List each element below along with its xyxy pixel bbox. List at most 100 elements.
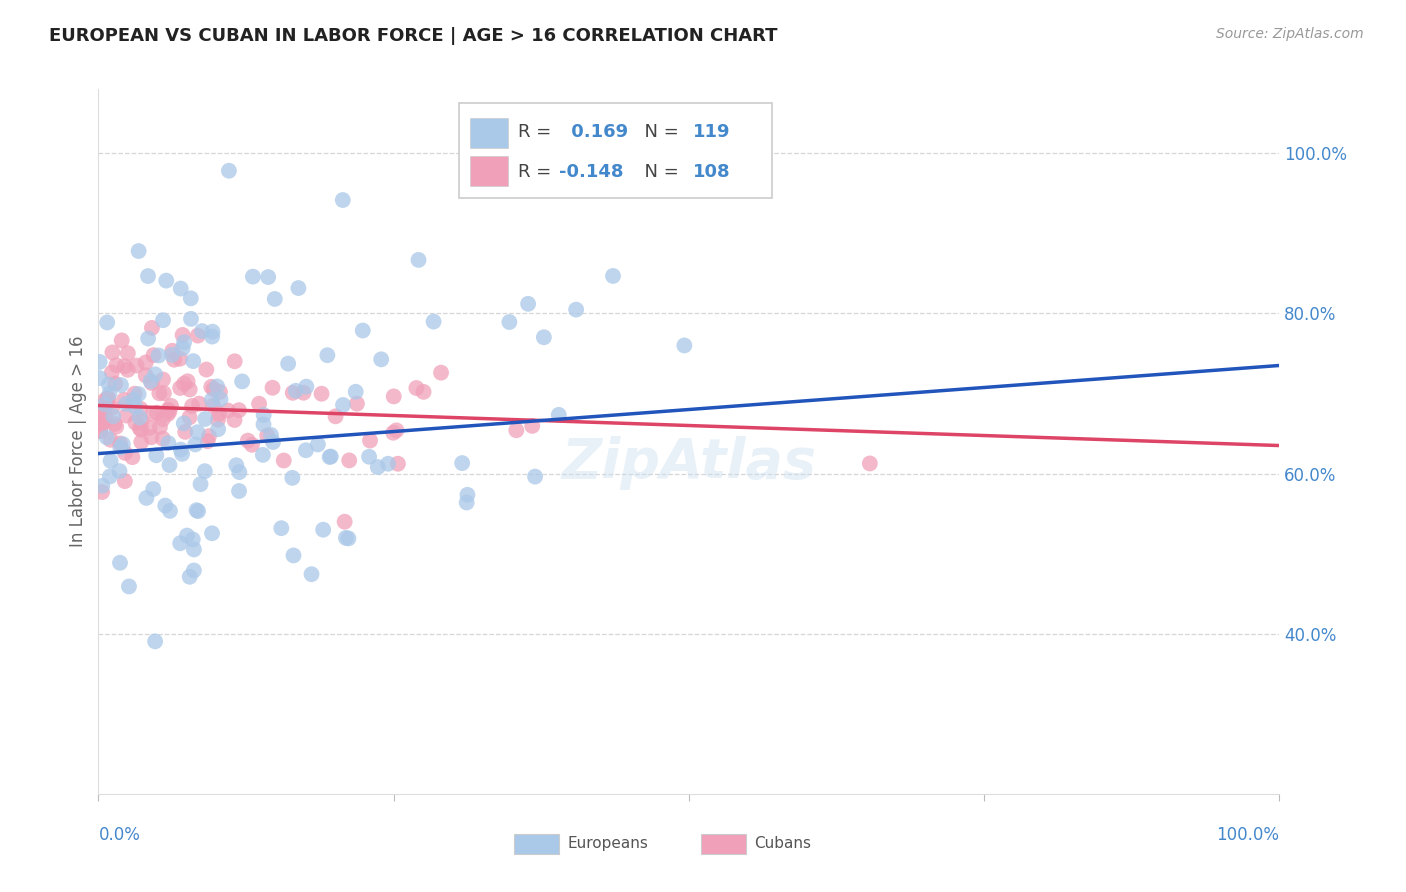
Point (128, 410, 150, 425)
Point (218, 163, 240, 178)
Point (209, 392, 232, 406)
Point (283, 549, 305, 563)
Point (141, 321, 163, 335)
Text: R =: R = (517, 162, 557, 181)
Point (108, 556, 131, 570)
Point (183, 564, 205, 578)
Point (172, 341, 194, 355)
Point (198, 429, 221, 443)
Point (90, 417, 112, 432)
Point (270, 521, 292, 535)
Point (157, 402, 180, 417)
Point (93, 414, 115, 428)
Point (108, 436, 131, 450)
Point (228, 465, 250, 479)
Point (155, 499, 177, 513)
Point (202, 382, 225, 396)
Point (208, 384, 231, 399)
Point (430, 366, 453, 380)
Point (224, 354, 246, 368)
Point (451, 456, 474, 470)
Point (125, 359, 148, 373)
Point (205, 379, 228, 393)
Point (148, 349, 170, 363)
Point (240, 438, 263, 452)
Point (262, 381, 284, 395)
Point (159, 404, 181, 418)
Point (104, 376, 127, 391)
Point (91, 398, 114, 412)
Point (110, 441, 132, 455)
Point (152, 432, 174, 446)
Point (142, 407, 165, 421)
Point (115, 397, 138, 411)
Point (202, 399, 225, 413)
Point (121, 450, 143, 465)
Point (224, 413, 246, 427)
Point (247, 397, 270, 411)
Point (172, 328, 194, 343)
Point (152, 313, 174, 327)
Point (153, 386, 176, 401)
Point (173, 335, 195, 350)
Y-axis label: In Labor Force | Age > 16: In Labor Force | Age > 16 (69, 335, 87, 548)
Point (122, 392, 145, 407)
Point (547, 408, 569, 422)
Point (105, 358, 128, 372)
Point (190, 477, 212, 491)
Point (242, 269, 264, 284)
Point (89, 424, 111, 438)
Point (859, 457, 882, 471)
Point (138, 421, 160, 435)
Point (208, 407, 231, 421)
Point (184, 437, 207, 451)
Point (456, 488, 478, 502)
Point (318, 450, 340, 464)
Text: N =: N = (634, 162, 685, 181)
Point (142, 482, 165, 496)
Point (201, 329, 224, 343)
Point (141, 430, 163, 444)
Point (217, 403, 239, 417)
Point (273, 453, 295, 467)
Point (337, 453, 360, 467)
Text: R =: R = (517, 123, 557, 141)
Point (159, 504, 181, 518)
Point (316, 348, 339, 362)
Point (522, 418, 544, 433)
Point (201, 392, 224, 407)
Point (385, 423, 408, 437)
Point (136, 268, 159, 283)
Point (524, 469, 547, 483)
Point (197, 434, 219, 449)
Point (135, 355, 157, 369)
Point (207, 412, 229, 426)
Point (101, 345, 124, 359)
Point (160, 399, 183, 413)
Point (225, 458, 247, 473)
Text: Europeans: Europeans (567, 837, 648, 851)
Text: 108: 108 (693, 162, 730, 181)
Point (370, 352, 392, 367)
Point (307, 437, 329, 451)
Point (262, 435, 284, 450)
Point (422, 315, 444, 329)
Point (169, 351, 191, 366)
Point (257, 270, 280, 285)
Point (201, 325, 224, 339)
Point (143, 634, 166, 648)
Text: N =: N = (634, 123, 685, 141)
Point (602, 268, 624, 283)
Point (110, 378, 132, 392)
Point (152, 372, 174, 386)
Point (101, 401, 124, 415)
Point (179, 410, 201, 425)
Point (188, 397, 211, 411)
Point (156, 407, 179, 421)
Text: Source: ZipAtlas.com: Source: ZipAtlas.com (1216, 27, 1364, 41)
Point (498, 315, 520, 329)
Point (160, 348, 183, 362)
Point (145, 448, 167, 462)
Point (301, 567, 323, 582)
Point (111, 334, 134, 348)
